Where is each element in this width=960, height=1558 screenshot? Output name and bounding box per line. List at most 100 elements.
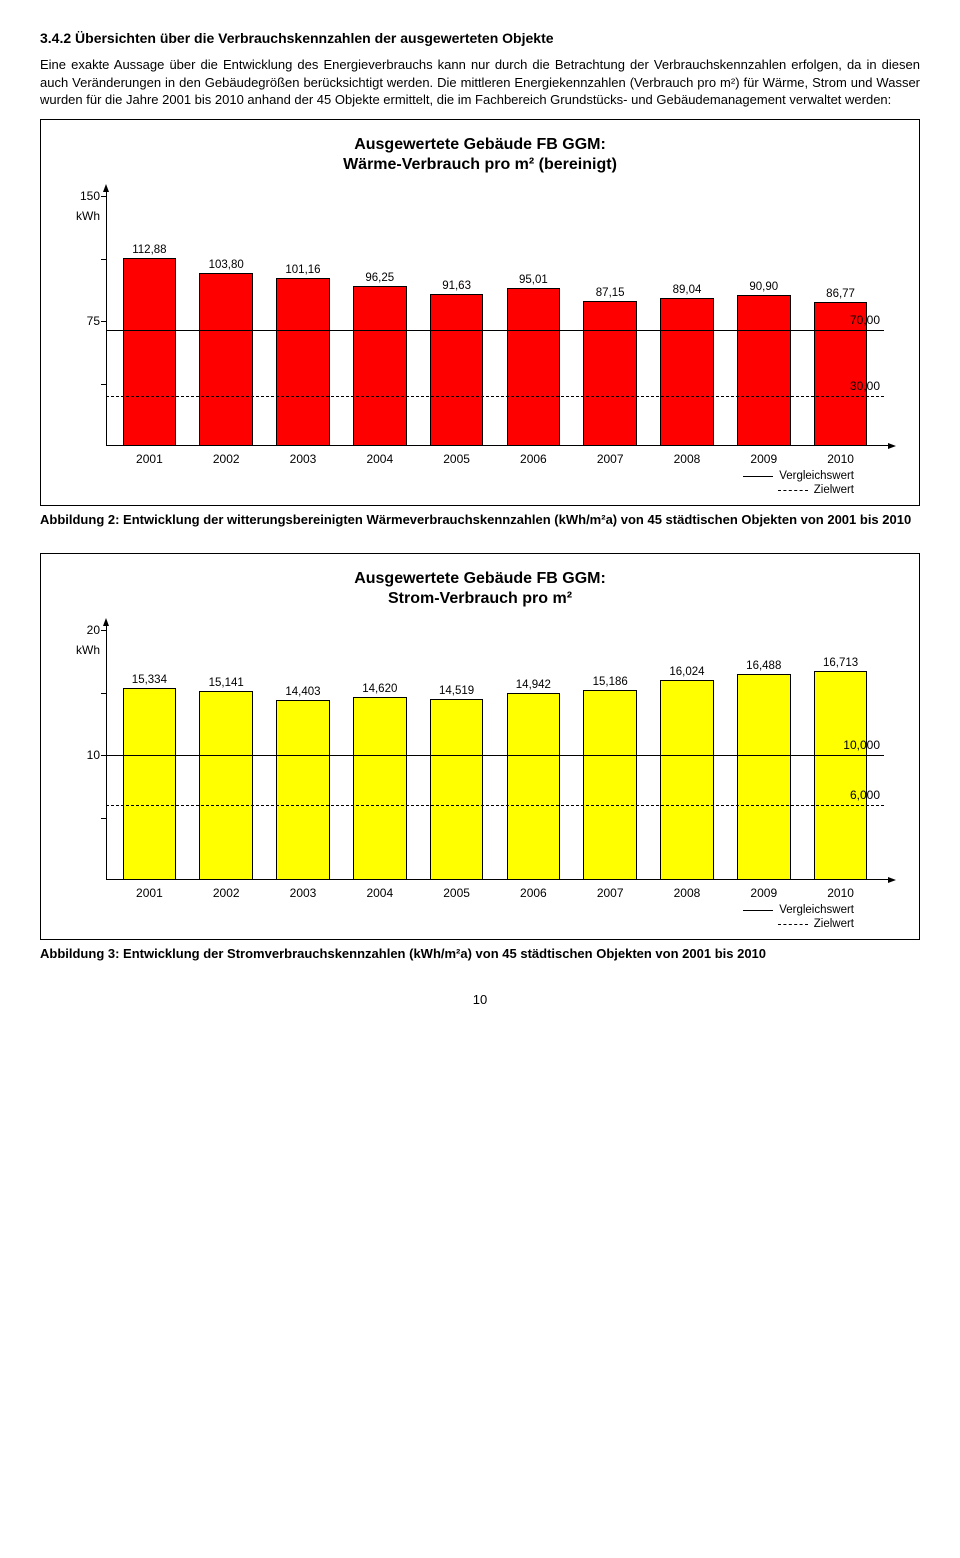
- chart1-bars: 112,88 103,80 101,16 96,25 91,63 95,01 87,15 89…: [106, 196, 884, 446]
- legend-solid-line: [743, 476, 773, 477]
- x-category-label: 2010: [802, 452, 879, 466]
- x-category-label: 2003: [265, 452, 342, 466]
- ref-label-zielwert: 30,00: [850, 379, 880, 393]
- ref-line-vergleichswert: [106, 330, 884, 331]
- chart2-x-labels: 2001200220032004200520062007200820092010: [106, 886, 884, 900]
- bar: [583, 690, 637, 880]
- ref-label-zielwert: 6,000: [850, 788, 880, 802]
- chart1-y-axis: 150 kWh 75: [66, 196, 106, 446]
- bar-value-label: 86,77: [826, 288, 855, 300]
- bar: [430, 699, 484, 880]
- bar-value-label: 96,25: [365, 272, 394, 284]
- y-mid-label: 10: [87, 748, 100, 762]
- bar-wrap: 95,01: [495, 196, 572, 446]
- x-category-label: 2008: [649, 452, 726, 466]
- x-category-label: 2006: [495, 452, 572, 466]
- bar-wrap: 112,88: [111, 196, 188, 446]
- chart2-caption: Abbildung 3: Entwicklung der Stromverbra…: [40, 946, 920, 963]
- bar: [353, 697, 407, 880]
- x-category-label: 2005: [418, 886, 495, 900]
- chart2-title-line1: Ausgewertete Gebäude FB GGM:: [354, 570, 606, 587]
- chart2-plot-area: 20 kWh 10 15,33415,14114,40314,62014,519…: [106, 630, 884, 880]
- bar: [430, 294, 484, 447]
- ref-label-vergleichswert: 70,00: [850, 313, 880, 327]
- x-category-label: 2009: [725, 452, 802, 466]
- ref-label-vergleichswert: 10,000: [843, 738, 880, 752]
- bar-value-label: 15,334: [132, 674, 167, 686]
- bar-value-label: 90,90: [749, 281, 778, 293]
- legend-zielwert: Zielwert: [66, 918, 854, 930]
- bar: [123, 258, 177, 446]
- bar-value-label: 15,186: [593, 676, 628, 688]
- bar: [123, 688, 177, 880]
- chart1-title-line1: Ausgewertete Gebäude FB GGM:: [354, 136, 606, 153]
- x-category-label: 2002: [188, 452, 265, 466]
- chart1-caption: Abbildung 2: Entwicklung der witterungsb…: [40, 512, 920, 529]
- bar-value-label: 89,04: [673, 284, 702, 296]
- x-category-label: 2004: [341, 886, 418, 900]
- bar: [507, 288, 561, 446]
- bar-value-label: 14,620: [362, 683, 397, 695]
- chart-waerme: Ausgewertete Gebäude FB GGM: Wärme-Verbr…: [40, 119, 920, 506]
- x-axis-arrow: [888, 443, 896, 449]
- bar-value-label: 101,16: [285, 264, 320, 276]
- bar: [276, 700, 330, 880]
- y-unit-label: kWh: [76, 643, 100, 657]
- bar-value-label: 112,88: [132, 244, 166, 256]
- bar-value-label: 91,63: [442, 280, 471, 292]
- x-category-label: 2007: [572, 886, 649, 900]
- chart-strom: Ausgewertete Gebäude FB GGM: Strom-Verbr…: [40, 553, 920, 940]
- ref-line-zielwert: [106, 396, 884, 397]
- bar-wrap: 96,25: [341, 196, 418, 446]
- y-max-label: 150: [80, 189, 100, 203]
- chart1-plot-area: 150 kWh 75 112,88103,80101,1696,2591,639…: [106, 196, 884, 446]
- x-category-label: 2008: [649, 886, 726, 900]
- bar-value-label: 16,024: [669, 666, 704, 678]
- bar-value-label: 16,488: [746, 660, 781, 672]
- bar: [737, 674, 791, 880]
- legend-solid-label: Vergleichswert: [779, 470, 854, 482]
- legend-vergleichswert: Vergleichswert: [66, 470, 854, 482]
- bar-value-label: 14,403: [285, 686, 320, 698]
- x-category-label: 2005: [418, 452, 495, 466]
- x-category-label: 2004: [341, 452, 418, 466]
- x-category-label: 2001: [111, 452, 188, 466]
- legend-solid-line: [743, 910, 773, 911]
- bar-value-label: 15,141: [209, 677, 244, 689]
- bar-value-label: 103,80: [209, 259, 244, 271]
- bar-wrap: 87,15: [572, 196, 649, 446]
- x-category-label: 2010: [802, 886, 879, 900]
- page-number: 10: [40, 992, 920, 1007]
- legend-dashed-line: [778, 490, 808, 491]
- chart1-x-labels: 2001200220032004200520062007200820092010: [106, 452, 884, 466]
- bar: [583, 301, 637, 446]
- x-category-label: 2001: [111, 886, 188, 900]
- x-category-label: 2009: [725, 886, 802, 900]
- legend-dashed-line: [778, 924, 808, 925]
- bar: [814, 671, 868, 880]
- chart2-y-axis: 20 kWh 10: [66, 630, 106, 880]
- y-mid-label: 75: [87, 314, 100, 328]
- x-category-label: 2003: [265, 886, 342, 900]
- intro-paragraph: Eine exakte Aussage über die Entwicklung…: [40, 56, 920, 109]
- legend-zielwert: Zielwert: [66, 484, 854, 496]
- chart2-title: Ausgewertete Gebäude FB GGM: Strom-Verbr…: [66, 569, 894, 611]
- ref-line-vergleichswert: [106, 755, 884, 756]
- bar-value-label: 95,01: [519, 274, 548, 286]
- x-category-label: 2007: [572, 452, 649, 466]
- bar-wrap: 103,80: [188, 196, 265, 446]
- bar: [353, 286, 407, 446]
- bar-value-label: 14,519: [439, 685, 474, 697]
- bar-value-label: 14,942: [516, 679, 551, 691]
- ref-line-zielwert: [106, 805, 884, 806]
- bar-wrap: 91,63: [418, 196, 495, 446]
- section-heading: 3.4.2 Übersichten über die Verbrauchsken…: [40, 30, 920, 46]
- y-axis-arrow: [103, 184, 109, 192]
- x-category-label: 2002: [188, 886, 265, 900]
- legend-vergleichswert: Vergleichswert: [66, 904, 854, 916]
- bar-wrap: 89,04: [649, 196, 726, 446]
- bar-wrap: 90,90: [725, 196, 802, 446]
- legend-solid-label: Vergleichswert: [779, 904, 854, 916]
- chart1-legend: Vergleichswert Zielwert: [66, 470, 854, 496]
- chart1-title-line2: Wärme-Verbrauch pro m² (bereinigt): [343, 156, 617, 173]
